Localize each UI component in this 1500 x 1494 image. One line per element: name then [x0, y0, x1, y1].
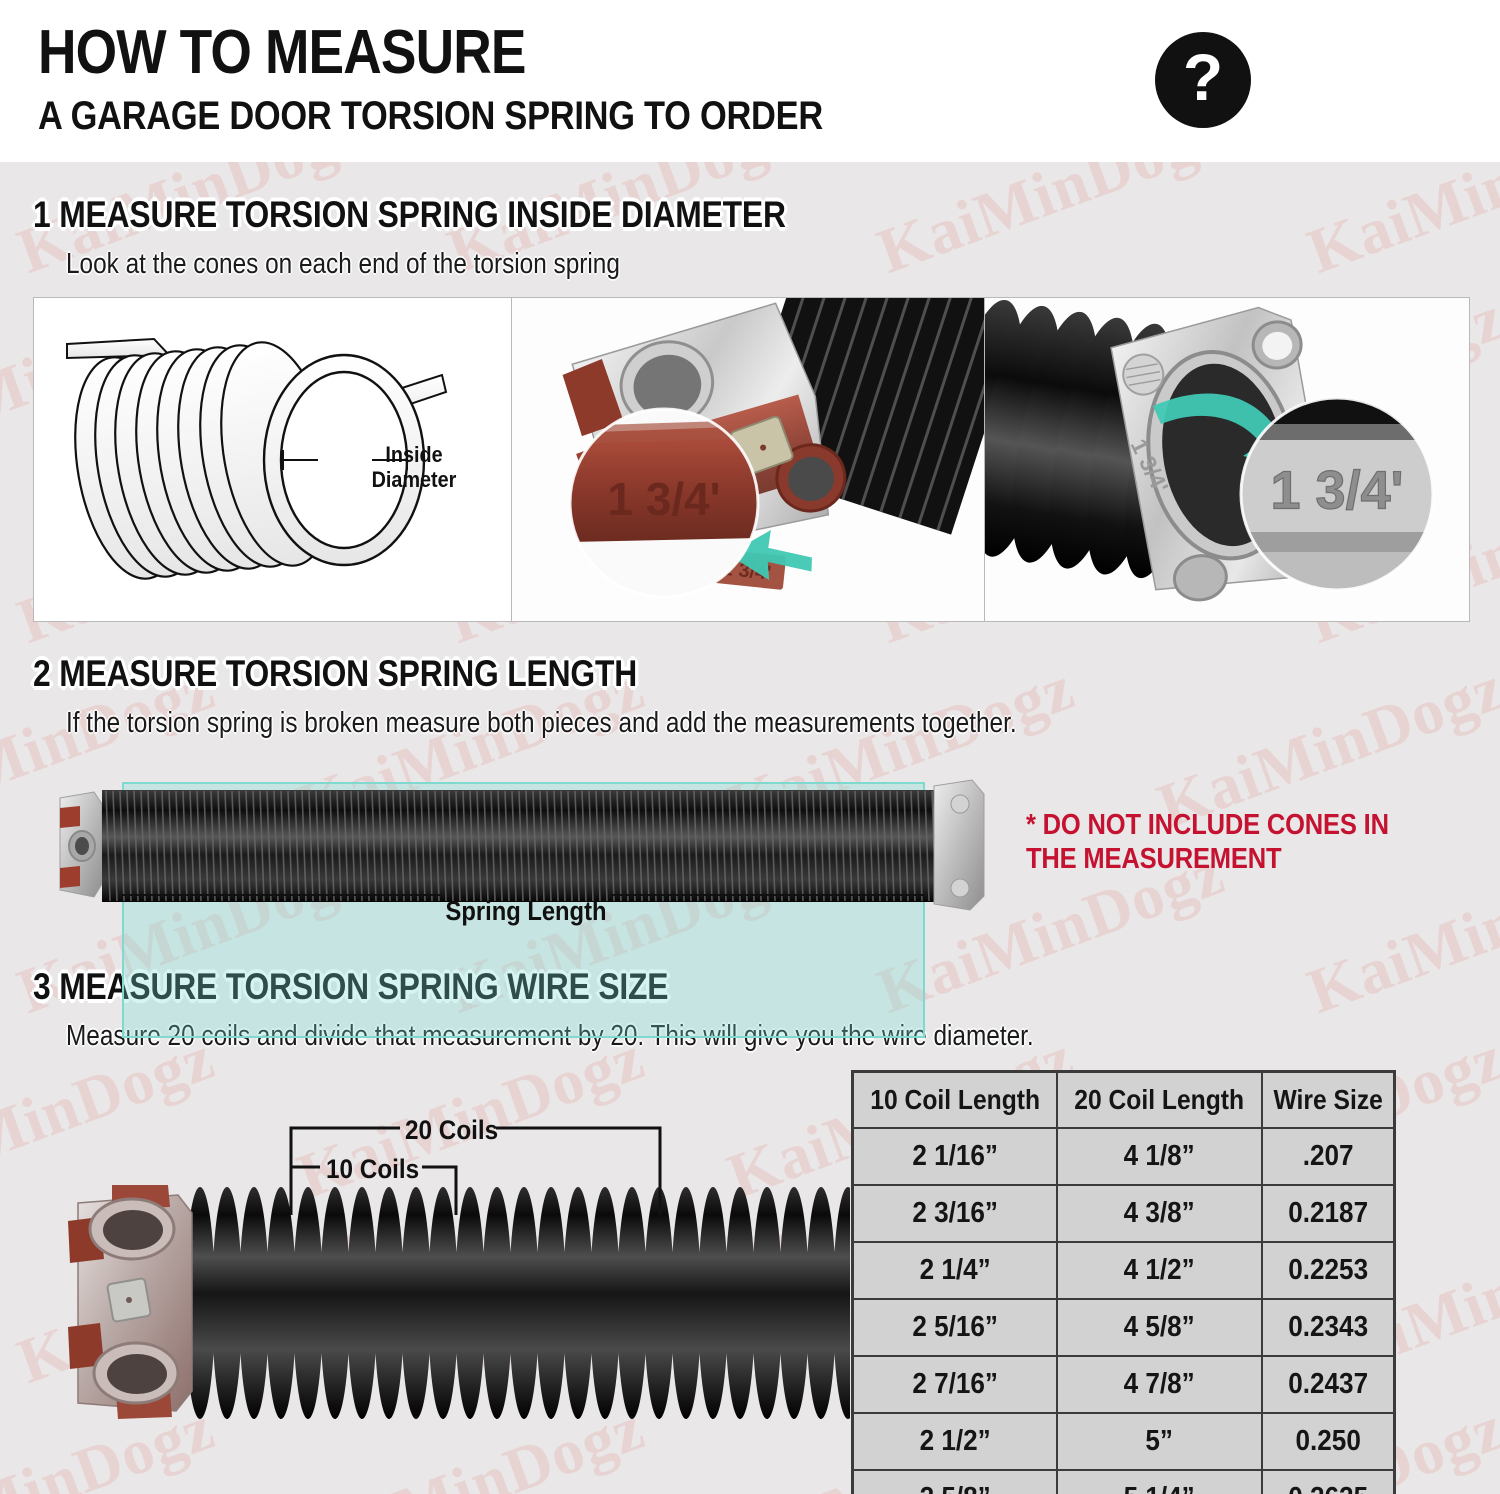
cones-warning-line1: * DO NOT INCLUDE CONES IN	[1026, 809, 1389, 841]
page-subtitle: A GARAGE DOOR TORSION SPRING TO ORDER	[38, 94, 823, 138]
table-cell-value: 5 1/4”	[1068, 1482, 1250, 1494]
table-cell-value: 2 1/2”	[919, 1425, 991, 1457]
spring-length-illustration: Spring Length	[36, 764, 1016, 1038]
header-10-coil-length: 10 Coil Length	[870, 1084, 1041, 1115]
annotation-20-coils: 20 Coils	[405, 1115, 499, 1145]
table-cell: 4 3/8”	[1056, 1184, 1263, 1243]
table-cell: 2 1/2”	[851, 1412, 1059, 1471]
table-cell-value: 2 7/16”	[912, 1368, 998, 1400]
table-cell: 2 5/8”	[851, 1469, 1059, 1494]
svg-text:1 3/4': 1 3/4'	[607, 473, 720, 525]
table-cell: 2 7/16”	[851, 1355, 1059, 1414]
table-row: 2 5/16” 4 5/8” 0.2343	[851, 1298, 1396, 1357]
inside-diameter-label: Inside Diameter	[362, 442, 466, 492]
table-cell-value: 0.2343	[1287, 1311, 1368, 1343]
table-cell-value: 4 3/8”	[1123, 1197, 1196, 1229]
table-body: 2 1/16” 4 1/8” .207 2 3/16” 4 3/8” 0.2187 2 1/…	[851, 1127, 1396, 1494]
table-row: 2 7/16” 4 7/8” 0.2437	[851, 1355, 1396, 1414]
header-20-coil-length: 20 Coil Length	[1074, 1084, 1245, 1115]
coil-measure-illustration	[60, 1185, 850, 1435]
table-cell-value: 4 7/8”	[1123, 1368, 1196, 1400]
section-3-heading: 3 MEASURE TORSION SPRING WIRE SIZE	[33, 966, 669, 1007]
annotation-10-coils: 10 Coils	[326, 1154, 420, 1184]
table-row: 2 1/16” 4 1/8” .207	[851, 1127, 1396, 1186]
table-cell-value: 2 5/8”	[864, 1482, 1046, 1494]
table-cell-value: .207	[1302, 1140, 1354, 1172]
red-cone-photo-panel: 1 3/4' 1 3/4'	[512, 298, 985, 621]
table-cell: 4 1/2”	[1056, 1241, 1263, 1300]
table-cell: 0.2437	[1260, 1355, 1396, 1414]
table-cell-value: 0.2625	[1269, 1482, 1386, 1494]
table-cell-value: 2 1/16”	[912, 1140, 998, 1172]
cones-warning-line2: THE MEASUREMENT	[1026, 843, 1282, 875]
red-steel-cone	[68, 1185, 193, 1419]
table-row: 2 1/2” 5” 0.250	[851, 1412, 1396, 1471]
coil-closeup-photo	[68, 1185, 850, 1419]
table-cell-value: 2 1/4”	[919, 1254, 991, 1286]
table-cell: 0.2625	[1260, 1469, 1396, 1494]
table-cell: 0.2253	[1260, 1241, 1396, 1300]
table-cell: 4 7/8”	[1056, 1355, 1263, 1414]
header-wire-size: Wire Size	[1273, 1084, 1383, 1115]
full-torsion-spring-photo	[59, 779, 985, 911]
table-cell-value: 4 1/8”	[1123, 1140, 1196, 1172]
page-title: HOW TO MEASURE	[38, 18, 526, 87]
table-header-cell: Wire Size	[1260, 1070, 1396, 1129]
table-row: 2 1/4” 4 1/2” 0.2253	[851, 1241, 1396, 1300]
left-cone	[59, 791, 103, 898]
table-cell-value: 4 1/2”	[1123, 1254, 1196, 1286]
table-cell-value: 2 5/16”	[912, 1311, 998, 1343]
table-header-row: 10 Coil Length 20 Coil Length Wire Size	[851, 1070, 1396, 1129]
table-cell: 2 3/16”	[851, 1184, 1059, 1243]
table-cell: 4 5/8”	[1056, 1298, 1263, 1357]
silver-cone-photo: 1 3/4' 1 3/4'	[985, 298, 1469, 621]
table-cell: 2 1/4”	[851, 1241, 1059, 1300]
table-cell: 2 1/16”	[851, 1127, 1059, 1186]
table-cell-value: 2 3/16”	[912, 1197, 998, 1229]
section-2-subheading: If the torsion spring is broken measure …	[66, 707, 1017, 739]
section-1-heading: 1 MEASURE TORSION SPRING INSIDE DIAMETER	[33, 194, 786, 235]
right-cone	[933, 779, 985, 911]
table-cell: 5 1/4”	[1056, 1469, 1263, 1494]
spring-length-label: Spring Length	[445, 896, 607, 926]
section-1-subheading: Look at the cones on each end of the tor…	[66, 248, 620, 280]
inside-diameter-label-line2: Diameter	[371, 467, 457, 492]
table-cell-value: 5”	[1145, 1425, 1174, 1457]
table-row: 2 3/16” 4 3/8” 0.2187	[851, 1184, 1396, 1243]
table-cell: 0.2187	[1260, 1184, 1396, 1243]
table-cell-value: 0.2437	[1287, 1368, 1368, 1400]
red-cone-photo: 1 3/4' 1 3/4'	[512, 298, 984, 621]
coil-bracket-lines	[289, 1126, 662, 1215]
table-cell: 4 1/8”	[1056, 1127, 1263, 1186]
coil-count-annotations: 20 Coils 10 Coils	[250, 1095, 720, 1215]
wire-size-table: 10 Coil Length 20 Coil Length Wire Size …	[851, 1070, 1396, 1494]
cones-warning-text: * DO NOT INCLUDE CONES IN THE MEASUREMEN…	[1026, 808, 1404, 876]
table-cell: .207	[1260, 1127, 1396, 1186]
table-row: 2 5/8” 5 1/4” 0.2625	[851, 1469, 1396, 1494]
table-cell-value: 0.2187	[1287, 1197, 1368, 1229]
table-cell-value: 0.2253	[1287, 1254, 1368, 1286]
torsion-spring-line-drawing	[66, 337, 448, 580]
table-cell: 2 5/16”	[851, 1298, 1059, 1357]
table-cell-value: 0.250	[1295, 1425, 1361, 1457]
header-band: HOW TO MEASURE A GARAGE DOOR TORSION SPR…	[0, 0, 1500, 162]
table-cell: 0.250	[1260, 1412, 1396, 1471]
section-1-image-strip: Inside Diameter	[33, 297, 1470, 622]
svg-text:1 3/4': 1 3/4'	[1271, 460, 1404, 520]
table-header-cell: 10 Coil Length	[851, 1070, 1059, 1129]
silver-cone-photo-panel: 1 3/4' 1 3/4'	[985, 298, 1469, 621]
table-cell: 0.2343	[1260, 1298, 1396, 1357]
table-cell-value: 4 5/8”	[1123, 1311, 1196, 1343]
inside-diameter-label-line1: Inside	[385, 442, 443, 467]
spring-diagram-panel: Inside Diameter	[34, 298, 512, 621]
section-2-heading: 2 MEASURE TORSION SPRING LENGTH	[33, 653, 638, 694]
question-mark-icon: ?	[1155, 32, 1251, 128]
table-cell: 5”	[1056, 1412, 1263, 1471]
table-header-cell: 20 Coil Length	[1056, 1070, 1263, 1129]
